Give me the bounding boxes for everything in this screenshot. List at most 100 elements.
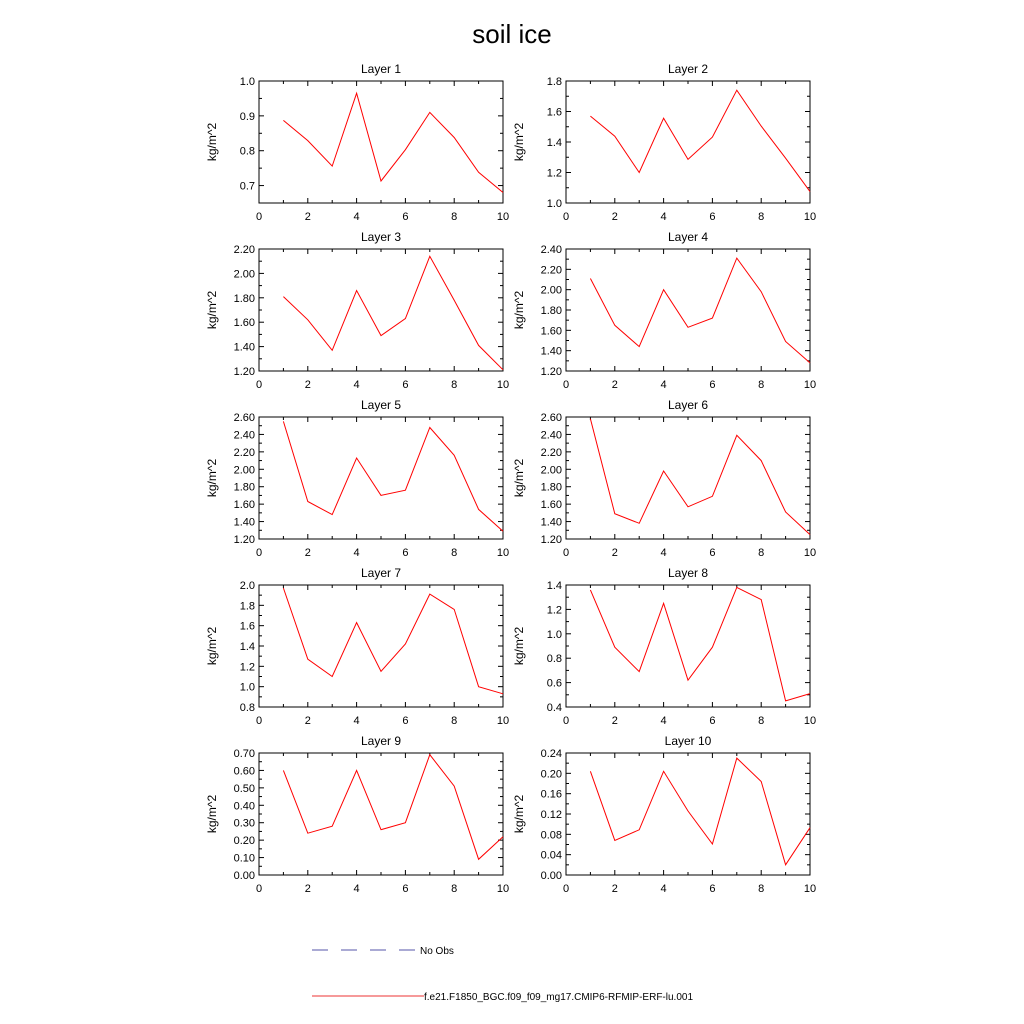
x-tick-label: 8 bbox=[758, 715, 764, 727]
y-tick-label: 1.8 bbox=[240, 600, 255, 612]
y-tick-label: 1.4 bbox=[547, 580, 562, 592]
y-tick-label: 1.0 bbox=[547, 629, 562, 641]
y-tick-label: 0.16 bbox=[541, 789, 562, 801]
x-tick-label: 8 bbox=[758, 883, 764, 895]
y-tick-label: 1.4 bbox=[547, 137, 562, 149]
y-axis-label: kg/m^2 bbox=[512, 291, 526, 330]
y-axis-label: kg/m^2 bbox=[205, 795, 219, 834]
x-tick-label: 4 bbox=[661, 379, 667, 391]
panel-title: Layer 10 bbox=[665, 734, 712, 748]
x-tick-label: 6 bbox=[709, 715, 715, 727]
plot-frame bbox=[258, 416, 504, 540]
y-tick-label: 1.60 bbox=[234, 499, 255, 511]
x-tick-label: 10 bbox=[497, 883, 509, 895]
y-tick-label: 0.8 bbox=[240, 702, 255, 714]
x-tick-label: 4 bbox=[354, 547, 360, 559]
y-tick-label: 2.20 bbox=[541, 264, 562, 276]
figure-title: soil ice bbox=[472, 19, 551, 49]
y-tick-label: 1.8 bbox=[547, 76, 562, 88]
y-tick-label: 1.4 bbox=[240, 641, 255, 653]
x-tick-label: 0 bbox=[256, 379, 262, 391]
plot-frame bbox=[565, 248, 811, 372]
x-tick-label: 10 bbox=[497, 715, 509, 727]
x-tick-label: 10 bbox=[804, 547, 816, 559]
x-tick-label: 8 bbox=[451, 547, 457, 559]
panel-layer-3: Layer 3 kg/m^2 0 2 4 6 8 10 1.20 1.40 1.60 1.80 2.00… bbox=[205, 230, 509, 391]
x-tick-label: 0 bbox=[563, 379, 569, 391]
y-tick-label: 1.80 bbox=[541, 482, 562, 494]
y-tick-label: 1.0 bbox=[240, 682, 255, 694]
y-axis-label: kg/m^2 bbox=[205, 123, 219, 162]
y-tick-label: 0.04 bbox=[541, 850, 562, 862]
y-tick-label: 1.60 bbox=[541, 325, 562, 337]
x-tick-label: 8 bbox=[451, 379, 457, 391]
x-tick-label: 4 bbox=[661, 547, 667, 559]
y-tick-label: 1.40 bbox=[234, 517, 255, 529]
series-line bbox=[589, 757, 811, 866]
plot-frame bbox=[565, 584, 811, 708]
y-tick-label: 0.20 bbox=[234, 835, 255, 847]
x-tick-label: 0 bbox=[256, 547, 262, 559]
panel-layer-4: Layer 4 kg/m^2 0 2 4 6 8 10 1.20 1.40 1.60 1.80 2.00… bbox=[512, 230, 816, 391]
x-tick-label: 8 bbox=[758, 379, 764, 391]
x-tick-label: 10 bbox=[497, 547, 509, 559]
y-axis-label: kg/m^2 bbox=[512, 459, 526, 498]
y-tick-label: 2.00 bbox=[234, 268, 255, 280]
y-tick-label: 1.80 bbox=[234, 293, 255, 305]
x-tick-label: 2 bbox=[305, 379, 311, 391]
x-tick-label: 4 bbox=[354, 211, 360, 223]
x-tick-label: 0 bbox=[563, 883, 569, 895]
y-tick-label: 0.60 bbox=[234, 765, 255, 777]
y-tick-label: 0.9 bbox=[240, 111, 255, 123]
x-tick-label: 4 bbox=[661, 211, 667, 223]
x-tick-label: 6 bbox=[709, 211, 715, 223]
y-tick-label: 1.6 bbox=[547, 107, 562, 119]
y-tick-label: 0.8 bbox=[547, 653, 562, 665]
legend: No Obs f.e21.F1850_BGC.f09_f09_mg17.CMIP… bbox=[312, 946, 693, 1003]
y-axis-label: kg/m^2 bbox=[512, 795, 526, 834]
x-tick-label: 6 bbox=[709, 883, 715, 895]
x-tick-label: 0 bbox=[256, 883, 262, 895]
x-tick-label: 8 bbox=[758, 211, 764, 223]
panel-title: Layer 8 bbox=[668, 566, 708, 580]
plot-frame bbox=[258, 584, 504, 708]
x-tick-label: 6 bbox=[402, 211, 408, 223]
x-tick-label: 6 bbox=[709, 547, 715, 559]
y-tick-label: 0.6 bbox=[547, 678, 562, 690]
plot-frame bbox=[258, 248, 504, 372]
y-tick-label: 0.00 bbox=[541, 870, 562, 882]
y-tick-label: 0.24 bbox=[541, 748, 562, 760]
y-tick-label: 1.40 bbox=[234, 342, 255, 354]
panel-layer-7: Layer 7 kg/m^2 0 2 4 6 8 10 0.8 1.0 1.2 1.4 1.6 1.8 2.… bbox=[205, 566, 509, 727]
y-tick-label: 1.2 bbox=[547, 604, 562, 616]
y-tick-label: 1.60 bbox=[541, 499, 562, 511]
series-line bbox=[589, 586, 811, 702]
panel-title: Layer 6 bbox=[668, 398, 708, 412]
y-tick-label: 2.40 bbox=[234, 429, 255, 441]
x-tick-label: 4 bbox=[354, 379, 360, 391]
panel-layer-2: Layer 2 kg/m^2 0 2 4 6 8 10 1.0 1.2 1.4 1.6 1.8 bbox=[512, 62, 816, 223]
x-tick-label: 4 bbox=[661, 883, 667, 895]
panel-title: Layer 9 bbox=[361, 734, 401, 748]
y-tick-label: 1.60 bbox=[234, 317, 255, 329]
x-tick-label: 0 bbox=[563, 547, 569, 559]
y-tick-label: 2.20 bbox=[541, 447, 562, 459]
y-tick-label: 2.60 bbox=[541, 412, 562, 424]
x-tick-label: 10 bbox=[497, 379, 509, 391]
y-tick-label: 2.60 bbox=[234, 412, 255, 424]
y-tick-label: 0.4 bbox=[547, 702, 562, 714]
panel-layer-1: Layer 1 kg/m^2 0 2 4 6 8 10 0.7 0.8 0.9 1.0 bbox=[205, 62, 509, 223]
x-tick-label: 10 bbox=[497, 211, 509, 223]
panel-title: Layer 3 bbox=[361, 230, 401, 244]
y-tick-label: 2.20 bbox=[234, 244, 255, 256]
y-axis-label: kg/m^2 bbox=[512, 123, 526, 162]
x-tick-label: 6 bbox=[709, 379, 715, 391]
series-line bbox=[589, 257, 811, 364]
x-tick-label: 2 bbox=[305, 715, 311, 727]
y-tick-label: 2.20 bbox=[234, 447, 255, 459]
series-line bbox=[282, 753, 504, 861]
x-tick-label: 2 bbox=[612, 715, 618, 727]
y-tick-label: 2.0 bbox=[240, 580, 255, 592]
y-tick-label: 1.40 bbox=[541, 517, 562, 529]
